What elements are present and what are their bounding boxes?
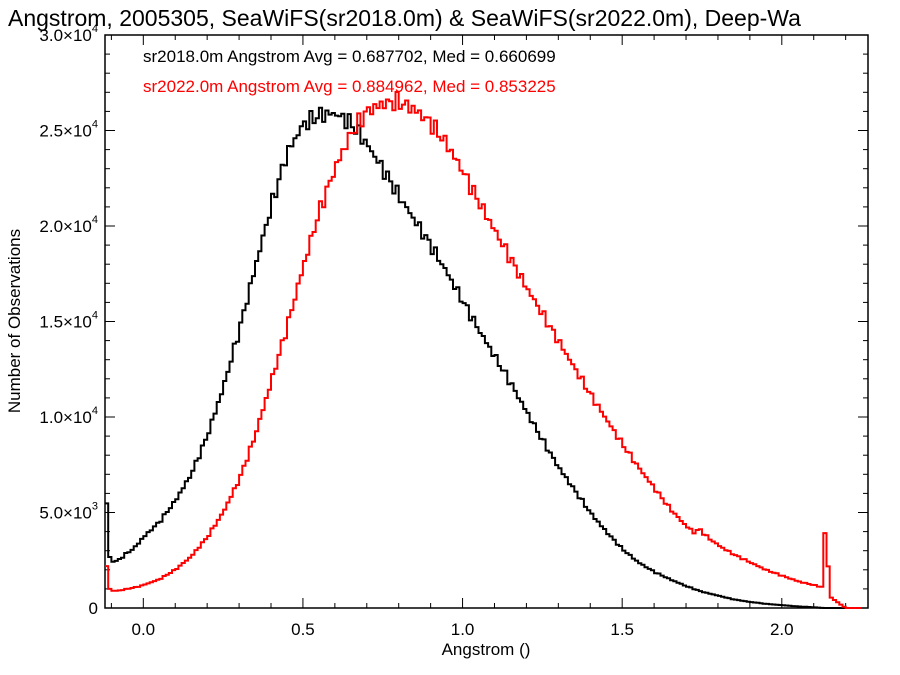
y-tick-label: 2.5×104: [39, 119, 98, 141]
x-tick-label: 2.0: [770, 620, 794, 639]
chart-title: Angstrom, 2005305, SeaWiFS(sr2018.0m) & …: [8, 5, 801, 31]
series-sr2018-line: [105, 106, 862, 609]
legend-entry-sr2018: sr2018.0m Angstrom Avg = 0.687702, Med =…: [143, 47, 556, 66]
x-tick-label: 1.5: [610, 620, 634, 639]
y-tick-label: 0: [89, 599, 98, 618]
x-tick-label: 1.0: [451, 620, 475, 639]
y-tick-label: 2.0×104: [39, 214, 98, 236]
plot-frame: [104, 34, 869, 609]
y-tick-label: 5.0×103: [39, 501, 98, 523]
series-sr2022-line: [105, 91, 862, 609]
y-axis-ticks: 0 5.0×103 1.0×104 1.5×104 2.0×104 2.5×104 3.0×…: [39, 23, 868, 618]
x-axis-ticks: 0.0 0.5 1.0 1.5 2.0: [110, 35, 847, 639]
x-tick-label: 0.5: [291, 620, 315, 639]
series-layer: [105, 91, 862, 609]
y-axis-label: Number of Observations: [5, 229, 24, 413]
x-axis-label: Angstrom (): [442, 640, 531, 659]
y-tick-label: 1.0×104: [39, 405, 98, 427]
y-tick-label: 1.5×104: [39, 310, 98, 332]
x-tick-label: 0.0: [131, 620, 155, 639]
y-tick-label: 3.0×104: [39, 23, 98, 45]
legend-entry-sr2022: sr2022.0m Angstrom Avg = 0.884962, Med =…: [143, 77, 556, 96]
